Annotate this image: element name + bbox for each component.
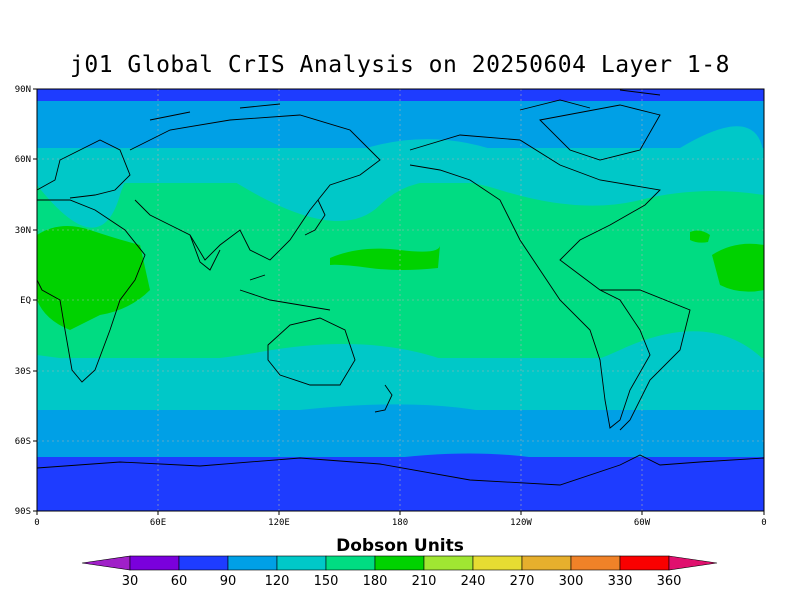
arctic-islands	[149, 89, 661, 121]
lat-label: 30N	[15, 226, 31, 236]
band-90-120-north	[37, 89, 764, 101]
colorbar-swatch	[423, 555, 474, 571]
colorbar-label: 120	[265, 574, 290, 589]
lat-label: 90S	[15, 507, 31, 517]
coastlines	[37, 89, 764, 486]
colorbar-label: 360	[657, 574, 682, 589]
colorbar-title: Dobson Units	[336, 536, 464, 556]
lon-label: 0	[761, 518, 766, 528]
newzealand-coast	[374, 384, 393, 413]
lon-label: 60W	[634, 518, 651, 528]
south-contour	[37, 331, 764, 375]
colorbar-label: 270	[510, 574, 535, 589]
subantarctic-contour	[37, 404, 764, 431]
colorbar-swatch	[129, 555, 180, 571]
ozone-field	[37, 89, 764, 511]
colorbar-label: 30	[122, 574, 139, 589]
colorbar-swatch	[227, 555, 278, 571]
map-title: j01 Global CrIS Analysis on 20250604 Lay…	[70, 52, 730, 78]
colorbar-swatch	[521, 555, 572, 571]
colorbar-label: 90	[220, 574, 237, 589]
greenland-coast	[539, 104, 661, 161]
colorbar-swatch	[276, 555, 327, 571]
colorbar: 30 60 90 120 150 180 210 240 270 300 330 360	[81, 555, 718, 589]
africa-coast	[37, 199, 146, 383]
lon-label: 0	[34, 518, 39, 528]
lon-label: 60E	[150, 518, 166, 528]
europe-coast	[37, 139, 131, 199]
lat-label: EQ	[20, 296, 31, 306]
colorbar-swatch	[178, 555, 229, 571]
north-america-coast	[409, 134, 661, 429]
tick-marks	[33, 88, 765, 515]
south-america-coast	[600, 289, 691, 431]
pacific-max-blob	[330, 245, 440, 270]
lat-label: 60N	[15, 155, 31, 165]
colorbar-label: 150	[314, 574, 339, 589]
indonesia-coast	[239, 274, 331, 311]
colorbar-swatch	[619, 555, 670, 571]
africa-max-blob	[37, 226, 150, 330]
band-180-210-tropics	[37, 183, 764, 363]
lon-labels: 0 60E 120E 180 120W 60W 0	[34, 518, 766, 528]
colorbar-swatch	[374, 555, 425, 571]
lon-label: 120E	[268, 518, 290, 528]
colorbar-max-arrow	[668, 555, 718, 571]
colorbar-label: 60	[171, 574, 188, 589]
grid	[37, 89, 764, 511]
lon-label: 120W	[510, 518, 532, 528]
japan-coast	[304, 199, 326, 236]
lat-labels: 90N 60N 30N EQ 30S 60S 90S	[15, 85, 31, 517]
colorbar-label: 330	[608, 574, 633, 589]
colorbar-min-arrow	[81, 555, 131, 571]
carib-max-blob	[690, 230, 710, 243]
colorbar-label: 300	[559, 574, 584, 589]
india-coast	[189, 234, 221, 271]
antarctic-contour	[37, 453, 764, 511]
antarctica-coast	[37, 454, 764, 486]
colorbar-swatch	[570, 555, 621, 571]
north-contour	[37, 126, 764, 228]
colorbar-swatch	[325, 555, 376, 571]
colorbar-swatch	[472, 555, 523, 571]
lat-label: 60S	[15, 437, 31, 447]
australia-coast	[267, 317, 356, 386]
colorbar-label: 210	[412, 574, 437, 589]
atlantic-max-blob	[712, 243, 764, 292]
lon-label: 180	[392, 518, 408, 528]
colorbar-label: 240	[461, 574, 486, 589]
colorbar-label: 180	[363, 574, 388, 589]
lat-label: 90N	[15, 85, 31, 95]
lat-label: 30S	[15, 367, 31, 377]
